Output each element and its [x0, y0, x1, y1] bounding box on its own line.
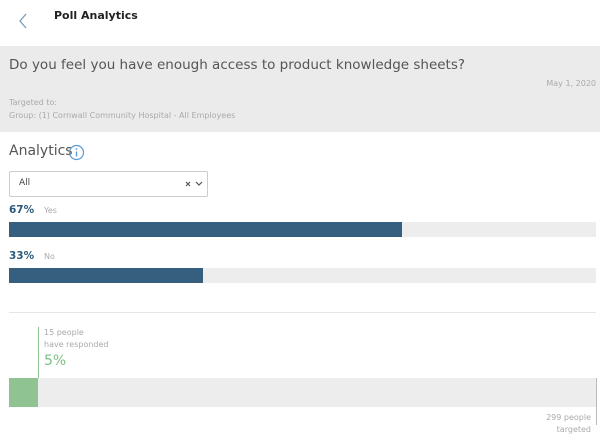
page-title: Poll Analytics: [54, 9, 138, 22]
response-rate: 5%: [44, 353, 67, 369]
filter-value: All: [19, 178, 31, 188]
result-label: Yes: [44, 206, 57, 215]
info-icon[interactable]: [68, 144, 85, 161]
poll-question: Do you feel you have enough access to pr…: [9, 57, 466, 73]
responded-marker: [38, 327, 39, 407]
result-bar: [9, 268, 203, 283]
responded-count: 15 people: [44, 328, 84, 337]
targeted-label: Targeted to:: [9, 98, 58, 107]
result-track: [9, 222, 596, 237]
dropdown-icons: [185, 181, 203, 187]
filter-dropdown[interactable]: All: [9, 171, 208, 197]
result-track: [9, 268, 596, 283]
response-bar: [9, 378, 39, 407]
response-track: [9, 378, 596, 407]
targeted-count: 299 people: [546, 413, 591, 422]
poll-info: [0, 46, 600, 132]
result-bar: [9, 222, 403, 237]
result-percent: 67%: [9, 204, 35, 216]
result-label: No: [44, 252, 55, 261]
separator: [9, 312, 596, 313]
targeted-group: Group: (1) Cornwall Community Hospital -…: [9, 111, 236, 120]
targeted-text: targeted: [556, 425, 591, 434]
result-percent: 33%: [9, 250, 35, 262]
poll-date: May 1, 2020: [546, 79, 596, 88]
targeted-marker: [596, 378, 597, 425]
responded-text: have responded: [44, 340, 109, 349]
analytics-title: Analytics: [9, 143, 73, 159]
back-button[interactable]: [16, 12, 30, 30]
